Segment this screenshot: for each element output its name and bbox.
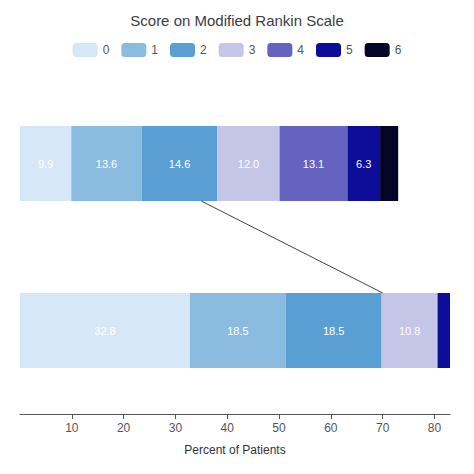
svg-text:10: 10 [65,421,79,435]
svg-text:1: 1 [151,43,158,57]
svg-text:40: 40 [221,421,235,435]
svg-text:6.3: 6.3 [356,158,371,170]
svg-text:12.0: 12.0 [238,158,259,170]
svg-text:10.8: 10.8 [399,325,420,337]
svg-text:Score on Modified Rankin Scale: Score on Modified Rankin Scale [130,12,343,29]
svg-text:13.1: 13.1 [303,158,324,170]
svg-text:9.9: 9.9 [38,158,53,170]
svg-text:2: 2 [200,43,207,57]
svg-text:20: 20 [117,421,131,435]
svg-text:80: 80 [428,421,442,435]
svg-text:70: 70 [376,421,390,435]
svg-text:13.6: 13.6 [96,158,117,170]
svg-text:6: 6 [395,43,402,57]
svg-text:30: 30 [169,421,183,435]
svg-text:18.5: 18.5 [323,325,344,337]
svg-text:Percent of Patients: Percent of Patients [184,443,285,457]
svg-text:4: 4 [297,43,304,57]
svg-text:5: 5 [346,43,353,57]
svg-text:60: 60 [324,421,338,435]
svg-text:18.5: 18.5 [227,325,248,337]
svg-text:14.6: 14.6 [169,158,190,170]
svg-text:32.8: 32.8 [94,325,115,337]
svg-text:3: 3 [249,43,256,57]
svg-text:0: 0 [103,43,110,57]
svg-text:50: 50 [272,421,286,435]
